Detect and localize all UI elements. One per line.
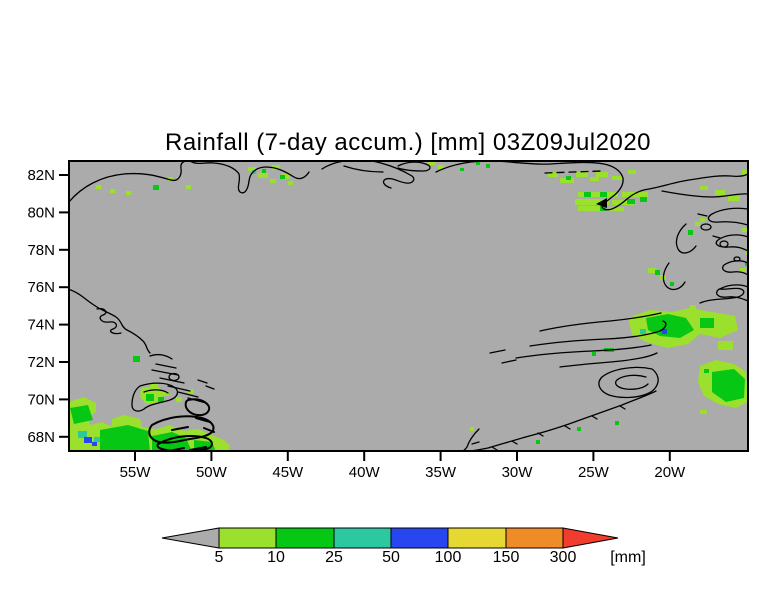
lat-axis — [59, 174, 68, 438]
lat-tick-label: 82N — [27, 167, 55, 184]
lon-tick-label: 25W — [578, 464, 610, 481]
lon-tick-label: 35W — [425, 464, 457, 481]
colorbar-tick-label: 100 — [435, 549, 462, 566]
colorbar-segment — [390, 527, 449, 549]
lat-axis-labels: 82N 80N 78N 76N 74N 72N 70N 68N — [27, 167, 55, 446]
coastline-path — [662, 262, 686, 291]
coastline-path — [515, 344, 652, 359]
coastline-path — [661, 190, 748, 198]
coastline-path — [69, 161, 310, 203]
lon-tick-label: 50W — [196, 464, 228, 481]
lat-tick-label: 70N — [27, 391, 55, 408]
colorbar-segment — [275, 527, 335, 549]
coastline-path — [131, 382, 179, 412]
coastline-path — [461, 428, 480, 451]
colorbar-tick-label: 25 — [325, 549, 343, 566]
coastline-path — [539, 312, 662, 332]
colorbar-arrow-below — [161, 527, 220, 549]
coastline-path — [598, 366, 659, 399]
lon-tick-label: 55W — [120, 464, 152, 481]
coastline-path — [343, 165, 384, 173]
lat-tick-label: 76N — [27, 279, 55, 296]
map-ocean-land-background — [68, 160, 749, 452]
coastline-path — [489, 349, 517, 364]
rain-patch — [700, 170, 748, 201]
coastline-path — [614, 374, 649, 390]
coastline-path — [163, 417, 215, 451]
lon-tick-label: 40W — [349, 464, 381, 481]
island-outline — [168, 372, 180, 382]
lon-axis — [134, 452, 671, 461]
lon-tick-label: 45W — [272, 464, 304, 481]
rain-patch — [100, 425, 150, 451]
lat-tick-label: 80N — [27, 204, 55, 221]
coastline-path — [715, 284, 748, 302]
colorbar-segment — [333, 527, 392, 549]
coastline-path — [675, 223, 697, 254]
coastline-path — [96, 307, 122, 335]
colorbar-tick-label: 300 — [550, 549, 577, 566]
rain-patch — [704, 369, 745, 402]
coastline-path — [559, 352, 658, 368]
coastline-path — [465, 390, 657, 451]
coastline-path — [529, 320, 667, 347]
map-border — [68, 160, 749, 452]
rain-patch — [96, 161, 444, 195]
coastline-path — [69, 288, 151, 354]
rain-patch — [133, 356, 164, 402]
colorbar-tick-label: 150 — [493, 549, 520, 566]
colorbar-segment — [505, 527, 564, 549]
coastline-path — [148, 415, 215, 444]
coastline-path — [707, 207, 748, 226]
coastline-group — [69, 161, 748, 451]
coastline-path — [699, 287, 745, 304]
colorbar-labels: 5 10 25 50 100 150 300 [mm] — [215, 549, 646, 566]
lon-tick-label: 30W — [502, 464, 534, 481]
colorbar-tick-label: 50 — [382, 549, 400, 566]
colorbar-tick-label: 10 — [267, 549, 285, 566]
colorbar-unit-label: [mm] — [610, 549, 646, 566]
coastline-path — [184, 398, 211, 417]
island-outline — [700, 223, 712, 231]
coastline-fill-mark — [596, 198, 607, 208]
coastline-path — [697, 213, 721, 239]
lon-tick-label: 20W — [654, 464, 686, 481]
colorbar-arrow-above — [562, 527, 619, 549]
rain-patch — [70, 405, 93, 424]
coastline-path — [544, 170, 603, 174]
lat-tick-label: 78N — [27, 242, 55, 259]
coastline-path — [143, 389, 169, 394]
colorbar-segment — [447, 527, 507, 549]
lat-tick-label: 72N — [27, 354, 55, 371]
coastline-path — [721, 260, 748, 276]
lat-tick-label: 74N — [27, 317, 55, 334]
colorbar-tick-label: 5 — [215, 549, 224, 566]
coastline-path — [321, 161, 415, 189]
colorbar-segment — [218, 527, 277, 549]
plot-title: Rainfall (7-day accum.) [mm] 03Z09Jul202… — [165, 129, 651, 156]
coastline-path — [715, 234, 748, 252]
lon-axis-labels: 55W 50W 45W 40W 35W 30W 25W 20W — [120, 464, 686, 481]
coastline-path — [491, 405, 626, 451]
colorbar — [161, 527, 619, 549]
lat-tick-label: 68N — [27, 429, 55, 446]
coastline-path — [397, 161, 431, 172]
coastline-path — [156, 435, 213, 451]
rain-patch — [150, 384, 194, 402]
rain-patch — [584, 192, 647, 211]
